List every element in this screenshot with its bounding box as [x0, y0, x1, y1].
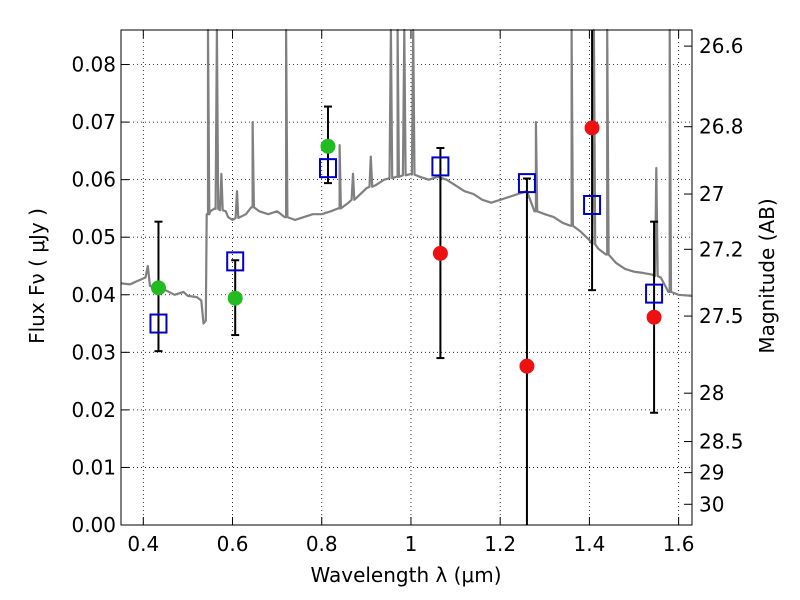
y-tick-label: 0.03: [71, 340, 116, 364]
plot-frame: [120, 29, 693, 526]
model-square: [318, 158, 337, 179]
model-square: [517, 173, 536, 194]
right-tick-label: 27.5: [699, 304, 744, 328]
spectrum: [120, 28, 693, 325]
right-tick-label: 26.6: [699, 34, 744, 58]
right-tick-label: 28.5: [699, 430, 744, 454]
x-tick-label: 1.2: [484, 532, 516, 556]
right-tick-label: 27: [699, 182, 724, 206]
right-tick-label: 29: [699, 461, 724, 485]
observed-points: [150, 120, 662, 374]
green-data-point: [227, 290, 243, 306]
y-tick-label: 0.07: [71, 110, 116, 134]
model-points: [149, 156, 664, 334]
grid: [121, 30, 692, 525]
y-tick-label: 0.02: [71, 398, 116, 422]
ticks: 0.4 0.6 0.8 1 1.2 1.4 1.6 0.00 0.01 0.02 0.03 0.04 0…: [71, 30, 744, 556]
right-tick-label: 30: [699, 492, 724, 516]
red-data-point: [519, 358, 535, 374]
x-tick-label: 0.8: [306, 532, 338, 556]
model-square: [645, 283, 664, 304]
x-tick-label: 1.4: [573, 532, 605, 556]
y-axis-label: Flux Fν ( μJy ): [25, 208, 49, 344]
x-tick-label: 0.6: [217, 532, 249, 556]
model-square: [583, 194, 602, 215]
y-tick-label: 0.00: [71, 513, 116, 537]
model-square: [226, 251, 245, 272]
x-tick-label: 1: [405, 532, 418, 556]
y-tick-label: 0.05: [71, 225, 116, 249]
model-square: [431, 156, 450, 177]
green-data-point: [320, 138, 336, 154]
y-tick-label: 0.08: [71, 53, 116, 77]
spectrum-line: [120, 28, 693, 325]
model-square: [149, 313, 168, 334]
red-data-point: [432, 245, 448, 261]
right-tick-label: 27.2: [699, 237, 744, 261]
right-axis-label: Magnitude (AB): [755, 198, 779, 353]
right-tick-label: 28: [699, 381, 724, 405]
red-data-point: [584, 120, 600, 136]
green-data-point: [150, 280, 166, 296]
x-tick-label: 0.4: [127, 532, 159, 556]
y-tick-label: 0.04: [71, 283, 116, 307]
x-tick-label: 1.6: [663, 532, 695, 556]
y-tick-label: 0.01: [71, 455, 116, 479]
y-tick-label: 0.06: [71, 168, 116, 192]
right-tick-label: 26.8: [699, 115, 744, 139]
x-axis-label: Wavelength λ (μm): [310, 563, 501, 587]
red-data-point: [646, 309, 662, 325]
